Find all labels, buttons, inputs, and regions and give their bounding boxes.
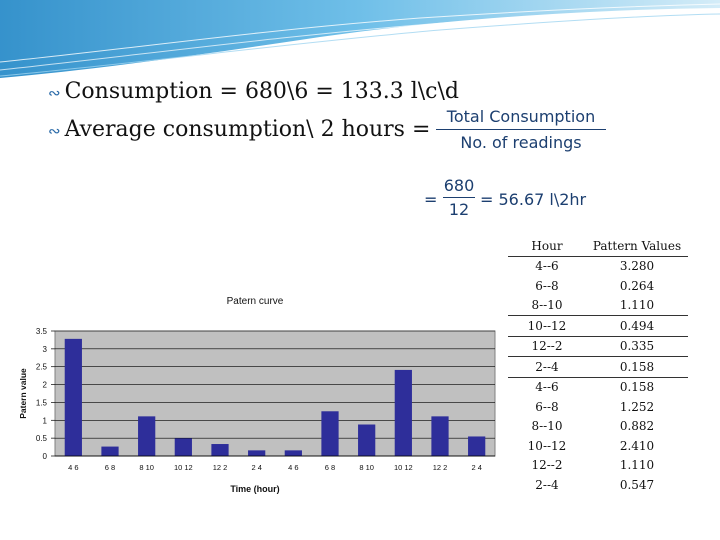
pattern-value-cell: 0.494	[586, 315, 688, 337]
y-tick-label: 1.5	[36, 398, 48, 407]
x-tick-label: 4 6	[68, 463, 78, 472]
wave-bullet-icon: ∾	[48, 122, 61, 140]
pattern-value-cell: 2.410	[619, 438, 655, 453]
chart-canvas: Patern curve 0 0.5 1 1.5 2 2.5 3 3.5 4 6 6 8 8 10 10…	[18, 296, 496, 494]
pattern-value-cell: 0.335	[586, 336, 688, 357]
y-tick-label: 3.5	[36, 327, 48, 336]
bar	[101, 446, 119, 456]
y-tick-label: 1	[43, 416, 48, 425]
hour-cell: 4--6	[535, 380, 559, 395]
column-header-pattern-values: Pattern Values	[586, 236, 688, 257]
y-tick-label: 2	[43, 381, 48, 390]
column-header-hour: Hour	[508, 236, 586, 257]
average-consumption-line: ∾ Average consumption\ 2 hours =	[48, 117, 430, 142]
bar	[431, 416, 449, 456]
y-tick-label: 0	[43, 452, 48, 461]
table-row: 6--8 1.252	[508, 397, 688, 417]
pattern-curve-chart: Patern curve 0 0.5 1 1.5 2 2.5 3 3.5 4 6 6 8 8 10 10…	[10, 285, 500, 500]
table-row: 10--12 0.494	[508, 315, 688, 337]
hour-cell: 10--12	[527, 438, 567, 453]
fraction-denominator: No. of readings	[436, 129, 606, 152]
table-row: 4--6 0.158	[508, 377, 688, 397]
hour-cell: 2--4	[535, 477, 559, 492]
x-tick-label: 12 2	[433, 463, 448, 472]
y-tick-label: 3	[43, 345, 48, 354]
y-axis-label: Patern value	[18, 368, 28, 419]
x-axis-label: Time (hour)	[230, 484, 279, 494]
x-tick-label: 6 8	[105, 463, 115, 472]
fraction-total-over-readings: Total Consumption No. of readings	[436, 107, 606, 152]
x-tick-label: 2 4	[471, 463, 481, 472]
hour-cell: 8--10	[531, 419, 563, 434]
bar	[284, 450, 302, 456]
pattern-values-table: Hour Pattern Values 4--6 3.280 6--8 0.264 8-…	[508, 236, 688, 495]
bar	[468, 436, 486, 456]
fraction-numerator: Total Consumption	[446, 107, 596, 126]
pattern-value-cell: 0.158	[619, 380, 655, 395]
bar	[64, 338, 82, 456]
pattern-value-cell: 0.158	[586, 356, 688, 378]
pattern-value-cell: 3.280	[619, 259, 655, 274]
hour-cell: 10--12	[508, 315, 586, 337]
table-row: 10--12 2.410	[508, 436, 688, 456]
fraction-denominator: 12	[443, 197, 475, 219]
equals-sign: =	[424, 190, 438, 209]
pattern-value-cell: 0.882	[619, 419, 655, 434]
table-row: 8--10 1.110	[508, 295, 688, 316]
hour-cell: 12--2	[508, 336, 586, 357]
fraction-numerator: 680	[443, 176, 475, 195]
table-row: 8--10 0.882	[508, 417, 688, 437]
consumption-text: Consumption = 680\6 = 133.3 l\c\d	[64, 79, 459, 104]
wave-bullet-icon: ∾	[48, 84, 61, 102]
x-tick-label: 10 12	[394, 463, 413, 472]
result-text: = 56.67 l\2hr	[480, 190, 587, 209]
bar	[358, 424, 376, 456]
pattern-value-cell: 1.110	[586, 295, 688, 316]
plot-area	[54, 330, 496, 457]
table-row: 6--8 0.264	[508, 276, 688, 296]
hour-cell: 2--4	[508, 356, 586, 378]
hour-cell: 12--2	[531, 458, 563, 473]
hour-cell: 4--6	[535, 259, 559, 274]
bar	[394, 369, 412, 456]
pattern-value-cell: 0.264	[619, 278, 655, 293]
pattern-value-cell: 1.110	[619, 458, 655, 473]
fraction-680-over-12: 680 12	[443, 176, 475, 219]
consumption-line: ∾ Consumption = 680\6 = 133.3 l\c\d	[48, 79, 459, 104]
table-row: 12--2 0.335	[508, 336, 688, 357]
x-tick-label: 8 10	[139, 463, 154, 472]
x-tick-label: 6 8	[325, 463, 335, 472]
hour-cell: 6--8	[535, 399, 559, 414]
table-row: 2--4 0.547	[508, 475, 688, 495]
hour-cell: 6--8	[535, 278, 559, 293]
average-consumption-text: Average consumption\ 2 hours =	[64, 117, 431, 142]
bar	[248, 450, 266, 456]
table-row: 12--2 1.110	[508, 456, 688, 476]
hour-cell: 8--10	[508, 295, 586, 316]
x-tick-label: 10 12	[174, 463, 193, 472]
bar	[174, 438, 192, 456]
table-row: 4--6 3.280	[508, 256, 688, 276]
table-row: 2--4 0.158	[508, 356, 688, 378]
bar	[138, 416, 156, 456]
y-tick-label: 0.5	[36, 434, 48, 443]
header-wave-decoration	[0, 0, 720, 78]
x-tick-label: 2 4	[251, 463, 261, 472]
pattern-value-cell: 1.252	[619, 399, 655, 414]
bar	[211, 444, 229, 456]
chart-title: Patern curve	[227, 296, 284, 307]
x-tick-label: 12 2	[213, 463, 228, 472]
x-tick-label: 8 10	[359, 463, 374, 472]
y-tick-label: 2.5	[36, 363, 48, 372]
bar	[321, 411, 339, 456]
x-tick-label: 4 6	[288, 463, 298, 472]
pattern-value-cell: 0.547	[619, 477, 655, 492]
